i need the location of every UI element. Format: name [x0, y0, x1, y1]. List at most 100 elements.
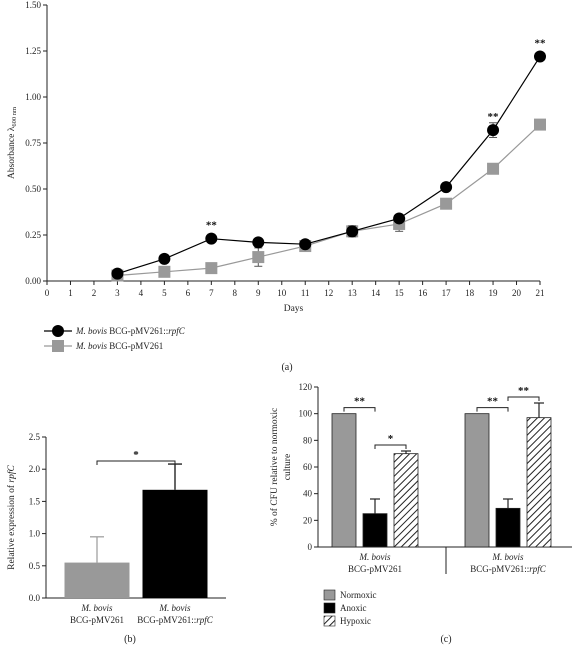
x-tick-label: 1 — [68, 288, 73, 298]
bar — [526, 417, 552, 548]
category-label-line1: M. bovis — [81, 603, 113, 613]
y-axis-label: Absorbance λ600 nm — [7, 107, 18, 179]
data-point — [252, 236, 265, 249]
bar — [64, 562, 130, 598]
x-tick-label: 18 — [465, 288, 475, 298]
x-tick-label: 8 — [233, 288, 238, 298]
significance-marker: ** — [535, 38, 547, 50]
panel-b-bar-chart: 0.0 0.5 1.0 1.5 2.0 2.5 Relative expression of… — [6, 432, 226, 645]
legend-swatch — [323, 615, 336, 627]
data-point — [487, 162, 500, 175]
x-tick-label: 15 — [395, 288, 405, 298]
data-point — [111, 267, 124, 280]
significance-marker: ** — [487, 396, 499, 408]
data-point — [346, 225, 359, 238]
y-tick-label: 1.5 — [29, 496, 41, 506]
y-tick-label: 0 — [308, 542, 313, 552]
y-tick-label: 1.50 — [25, 0, 41, 10]
legend-label: Normoxic — [340, 590, 377, 600]
y-tick-label: 0.25 — [25, 230, 41, 240]
panel-label-a: (a) — [281, 362, 292, 373]
y-tick-label: 40 — [303, 489, 313, 499]
significance-marker: * — [133, 449, 139, 461]
y-tick-label: 1.0 — [29, 529, 41, 539]
legend-swatch — [323, 602, 336, 614]
bar — [393, 453, 419, 548]
bar — [331, 413, 357, 548]
significance-bracket — [476, 407, 509, 412]
panel-c-grouped-bar-chart: 0 20 40 60 80 100 120 % of CFU relative to norm… — [269, 382, 572, 645]
panel-a-line-chart: 0.000.250.500.751.001.251.500 1 2 3 4 5 6 7 8 9 10… — [7, 0, 546, 373]
x-tick-label: 0 — [45, 288, 50, 298]
significance-bracket — [507, 396, 540, 401]
significance-marker: ** — [206, 220, 218, 232]
x-tick-label: 3 — [115, 288, 120, 298]
significance-marker: ** — [518, 385, 530, 397]
y-tick-label: 100 — [299, 409, 313, 419]
y-tick-label: 0.0 — [29, 593, 41, 603]
x-tick-label: 7 — [209, 288, 214, 298]
x-tick-label: 21 — [536, 288, 545, 298]
y-tick-label: 60 — [303, 462, 313, 472]
group-label-line1: M. bovis — [492, 552, 524, 562]
data-point — [534, 50, 546, 63]
legend-marker — [52, 325, 64, 337]
x-tick-label: 19 — [489, 288, 499, 298]
bar — [362, 513, 388, 548]
significance-marker: ** — [488, 111, 500, 123]
group-label-line1: M. bovis — [359, 552, 391, 562]
x-axis-label: Days — [284, 304, 304, 314]
data-point — [534, 118, 546, 131]
y-tick-label: 0.50 — [25, 184, 41, 194]
y-axis-label: Relative expression of rpfC — [6, 464, 17, 569]
x-tick-label: 4 — [139, 288, 144, 298]
data-point — [440, 181, 453, 194]
y-tick-label: 80 — [303, 435, 313, 445]
legend-swatch — [323, 589, 336, 601]
category-label-line2: BCG-pMV261 — [70, 615, 124, 625]
significance-marker: ** — [354, 396, 366, 408]
bar — [142, 489, 208, 598]
y-axis-label-line2: culture — [283, 454, 293, 480]
data-point — [158, 265, 171, 278]
legend-label: M. bovis BCG-pMV261::rpfC — [75, 326, 186, 336]
y-tick-label: 0.5 — [29, 561, 41, 571]
data-point — [252, 251, 265, 264]
legend-label: Hypoxic — [340, 616, 371, 626]
x-tick-label: 6 — [186, 288, 191, 298]
data-point — [205, 232, 218, 245]
panel-label-b: (b) — [124, 634, 136, 645]
group-label-line2: BCG-pMV261 — [348, 564, 402, 574]
x-tick-label: 17 — [442, 288, 452, 298]
data-point — [158, 252, 171, 265]
legend-marker — [52, 340, 64, 352]
x-tick-label: 12 — [324, 288, 333, 298]
significance-bracket — [343, 407, 376, 412]
x-tick-label: 11 — [301, 288, 310, 298]
significance-marker: * — [388, 433, 394, 445]
x-tick-label: 10 — [277, 288, 287, 298]
x-tick-label: 5 — [162, 288, 167, 298]
x-tick-label: 9 — [256, 288, 261, 298]
legend-label: Anoxic — [340, 603, 367, 613]
y-tick-label: 120 — [299, 382, 313, 392]
category-label-line1: M. bovis — [159, 603, 191, 613]
y-tick-label: 2.5 — [29, 432, 41, 442]
y-tick-label: 1.25 — [25, 46, 41, 56]
x-tick-label: 13 — [348, 288, 358, 298]
panel-label-c: (c) — [440, 634, 451, 645]
x-tick-label: 20 — [512, 288, 522, 298]
legend-label: M. bovis BCG-pMV261 — [75, 341, 163, 351]
data-point — [440, 197, 453, 210]
x-tick-label: 2 — [92, 288, 97, 298]
category-label-line2: BCG-pMV261::rpfC — [137, 615, 214, 625]
group-label-line2: BCG-pMV261::rpfC — [470, 564, 547, 574]
series-line — [117, 56, 541, 275]
significance-bracket — [374, 444, 407, 449]
data-point — [205, 262, 218, 275]
series-line — [117, 124, 541, 277]
data-point — [299, 238, 312, 251]
y-tick-label: 0.00 — [25, 276, 41, 286]
y-axis-label-line1: % of CFU relative to normoxic — [269, 408, 280, 526]
x-tick-label: 14 — [371, 288, 381, 298]
